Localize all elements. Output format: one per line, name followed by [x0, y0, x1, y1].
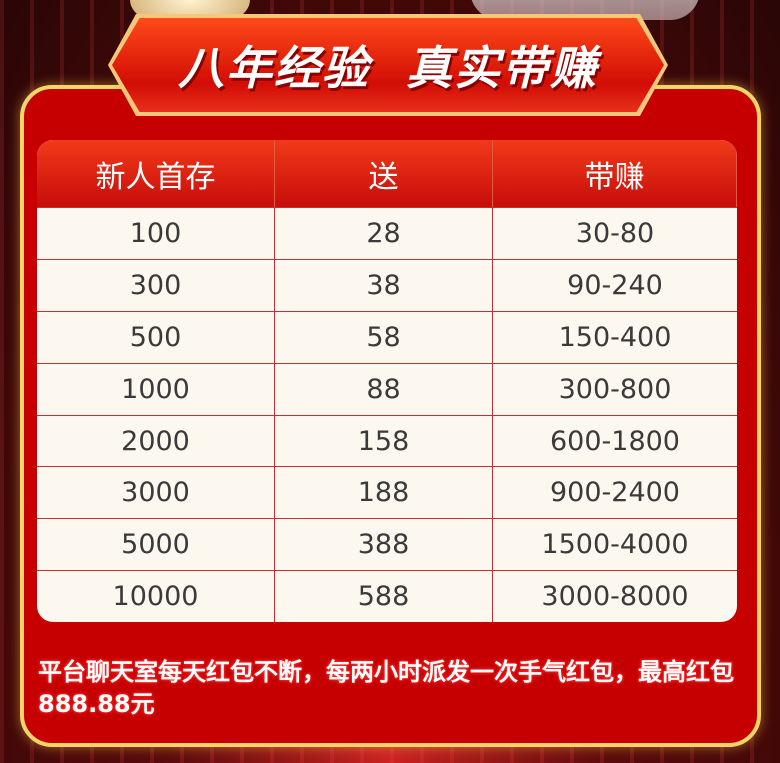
banner: 八年经验 真实带赚	[112, 18, 664, 112]
promo-note: 平台聊天室每天红包不断，每两小时派发一次手气红包，最高红包888.88元	[38, 658, 734, 718]
bonus-cell: 388	[275, 519, 493, 571]
table-row: 10000 588 3000-8000	[37, 570, 737, 623]
bonus-table: 新人首存 送 带赚 100 28 30-80 300 38 90-240 500 58 150-…	[37, 140, 737, 623]
bonus-cell: 58	[275, 311, 493, 363]
deposit-cell: 300	[37, 259, 275, 311]
bonus-cell: 188	[275, 467, 493, 519]
deposit-cell: 2000	[37, 415, 275, 467]
deposit-cell: 5000	[37, 519, 275, 571]
deposit-cell: 10000	[37, 571, 275, 623]
deposit-cell: 1000	[37, 363, 275, 415]
bonus-cell: 158	[275, 415, 493, 467]
table-row: 100 28 30-80	[37, 207, 737, 259]
earn-cell: 1500-4000	[541, 529, 689, 561]
deposit-cell: 3000	[37, 467, 275, 519]
table-row: 300 38 90-240	[37, 258, 737, 311]
table-row: 5000 388 1500-4000	[37, 518, 737, 571]
deposit-cell: 100	[37, 208, 275, 259]
earn-cell: 150-400	[558, 321, 672, 353]
header-deposit: 新人首存	[37, 140, 275, 207]
earn-cell: 30-80	[575, 217, 655, 249]
deposit-cell: 500	[37, 311, 275, 363]
bonus-cell: 88	[275, 363, 493, 415]
earn-cell: 300-800	[558, 373, 672, 405]
table-row: 1000 88 300-800	[37, 362, 737, 415]
table-row: 3000 188 900-2400	[37, 466, 737, 519]
banner-title: 八年经验 真实带赚	[177, 41, 599, 95]
earn-cell: 3000-8000	[541, 581, 689, 613]
bonus-cell: 588	[275, 571, 493, 623]
bonus-cell: 38	[275, 259, 493, 311]
earn-cell: 90-240	[567, 269, 663, 301]
table-header: 新人首存 送 带赚	[37, 140, 737, 207]
bonus-cell: 28	[275, 208, 493, 259]
header-earn: 带赚	[493, 140, 737, 207]
earn-cell: 600-1800	[550, 425, 680, 457]
table-row: 500 58 150-400	[37, 310, 737, 363]
header-bonus: 送	[275, 140, 493, 207]
earn-cell: 900-2400	[550, 477, 680, 509]
table-row: 2000 158 600-1800	[37, 414, 737, 467]
